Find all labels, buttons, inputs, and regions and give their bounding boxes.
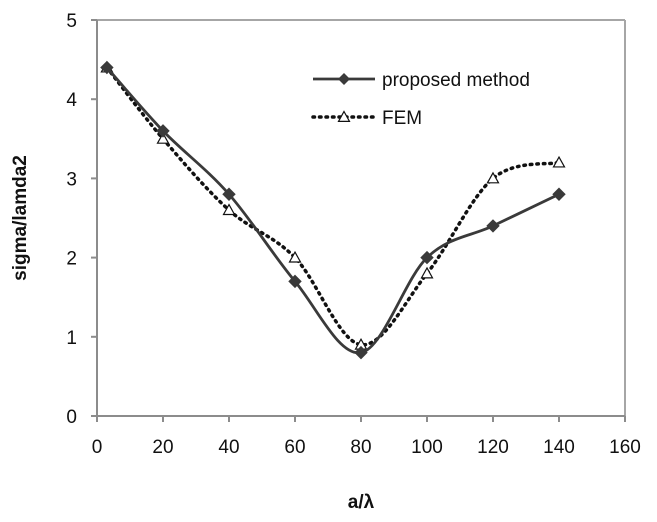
data-point-triangle — [552, 155, 566, 168]
series-line-proposed-method — [105, 66, 560, 355]
data-point-diamond — [100, 60, 114, 75]
legend-label-fem: FEM — [382, 108, 422, 129]
x-tick-label: 60 — [284, 437, 305, 458]
x-axis-title: a/λ — [348, 492, 375, 513]
y-tick-label: 0 — [66, 407, 77, 428]
x-tick-label: 0 — [92, 437, 103, 458]
y-tick-label: 3 — [66, 169, 77, 190]
data-point-diamond — [156, 124, 170, 138]
x-tick-label: 120 — [477, 437, 509, 458]
legend-item-fem: FEM — [311, 108, 422, 129]
y-tick-label: 4 — [66, 90, 77, 111]
axis-ticks: 0 20 40 60 80 100 120 140 160 0 1 2 3 4 5 — [66, 11, 640, 458]
legend: proposed method FEM — [311, 70, 530, 129]
legend-marker-diamond — [338, 73, 350, 85]
data-point-diamond — [288, 274, 302, 289]
x-tick-label: 100 — [411, 437, 443, 458]
data-point-triangle — [486, 171, 500, 184]
series-line-fem — [105, 65, 561, 347]
legend-marker-triangle — [337, 110, 351, 122]
x-tick-label: 20 — [152, 437, 173, 458]
x-tick-label: 160 — [609, 437, 641, 458]
data-point-diamond — [222, 187, 236, 201]
data-point-triangle — [222, 203, 236, 216]
data-point-triangle — [156, 132, 170, 144]
legend-label-proposed-method: proposed method — [382, 70, 530, 91]
x-tick-label: 80 — [350, 437, 371, 458]
x-tick-label: 40 — [218, 437, 239, 458]
data-point-triangle — [420, 266, 434, 279]
data-point-diamond — [552, 187, 566, 201]
y-axis-title: sigma/lamda2 — [10, 155, 31, 281]
x-tick-label: 140 — [543, 437, 575, 458]
data-point-diamond — [486, 219, 500, 233]
series-layer — [100, 60, 566, 360]
legend-item-proposed-method: proposed method — [313, 70, 530, 91]
y-tick-label: 1 — [66, 328, 77, 349]
y-tick-label: 2 — [66, 249, 77, 270]
y-tick-label: 5 — [66, 11, 77, 32]
data-point-diamond — [354, 345, 368, 360]
data-point-diamond — [420, 250, 434, 265]
data-point-triangle — [288, 250, 302, 263]
